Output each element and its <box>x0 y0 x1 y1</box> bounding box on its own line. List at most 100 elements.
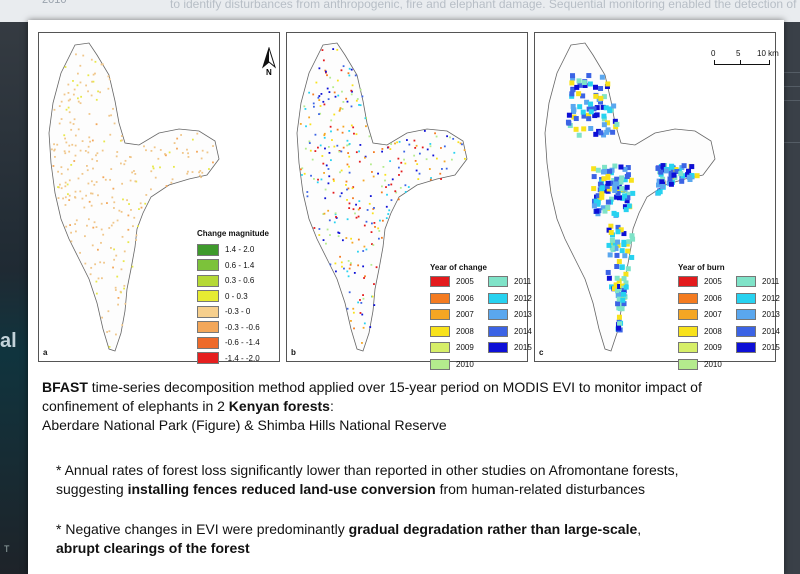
legend-label: 2006 <box>456 293 474 303</box>
legend-swatch <box>736 292 756 304</box>
legend-swatch <box>488 342 508 353</box>
legend-swatch <box>197 321 219 334</box>
legend-swatch <box>430 358 450 370</box>
legend-swatch <box>430 342 450 353</box>
bullet1-line2: suggesting <box>56 481 128 497</box>
legend-entry: 0.3 - 0.6 <box>197 273 269 289</box>
legend-label: 2010 <box>704 359 722 369</box>
legend-label: 2008 <box>704 326 722 336</box>
legend-label: 0.3 - 0.6 <box>225 276 255 286</box>
legend-swatch <box>678 292 698 304</box>
legend-entry: 2014 <box>488 325 546 337</box>
legend-swatch <box>678 342 698 353</box>
legend-entry: 1.4 - 2.0 <box>197 242 269 258</box>
legend-label: 1.4 - 2.0 <box>225 245 255 255</box>
lightbox-image[interactable]: N Change magnitude 1.4 - 2.0 0.6 - 1.4 0.3… <box>28 20 784 574</box>
bullet2-comma: , <box>637 521 642 537</box>
legend-label: 2007 <box>456 310 474 319</box>
legend-label: 2005 <box>704 277 722 286</box>
bullet1-line2-end: from human-related disturbances <box>435 481 646 497</box>
legend-label: -0.6 - -1.4 <box>225 338 260 348</box>
legend-entry: 2013 <box>736 309 794 320</box>
legend-entry: 0 - 0.3 <box>197 289 269 305</box>
legend-swatch <box>736 342 756 353</box>
legend-title: Change magnitude <box>197 229 270 238</box>
legend-swatch <box>678 309 698 320</box>
legend-label: 2010 <box>456 359 474 369</box>
legend-swatch <box>678 325 698 337</box>
legend-swatch <box>488 292 508 304</box>
legend-entry: 2010 <box>430 358 488 370</box>
bullet-forest-loss: * Annual rates of forest loss significan… <box>56 461 771 499</box>
legend-entry: 2007 <box>678 309 736 320</box>
legend-swatch <box>678 358 698 370</box>
caption-bfast: BFAST <box>42 379 88 395</box>
legend-entry: 2005 <box>430 276 488 287</box>
legend-entry: 2011 <box>488 276 546 287</box>
forest-outline-map-c <box>544 42 716 352</box>
year-of-change-legend: Year of change 2005 2011 2006 2012 2007 2013 2… <box>430 263 546 370</box>
bullet2-line2-bold: abrupt clearings of the forest <box>56 540 250 556</box>
legend-entry: 2010 <box>678 358 736 370</box>
legend-swatch <box>736 309 756 320</box>
legend-label: 2006 <box>704 293 722 303</box>
bullet1-line1: * Annual rates of forest loss significan… <box>56 462 679 478</box>
legend-label: 2008 <box>456 326 474 336</box>
legend-swatch <box>430 309 450 320</box>
legend-label: 2012 <box>514 293 532 303</box>
bullet2-bold: gradual degradation rather than large-sc… <box>348 521 638 537</box>
legend-entry: -1.4 - -2.0 <box>197 351 269 367</box>
legend-title: Year of burn <box>678 263 725 272</box>
legend-swatch <box>197 352 219 365</box>
legend-label: 2015 <box>514 343 532 352</box>
legend-entry: 2013 <box>488 309 546 320</box>
bullet1-bold: installing fences reduced land-use conve… <box>127 481 436 497</box>
legend-entry: -0.3 - 0 <box>197 304 269 320</box>
background-text-fragment: T <box>4 544 10 554</box>
scale-bar: 0 5 10 km <box>711 49 779 69</box>
legend-entry: 2014 <box>736 325 794 337</box>
legend-label: 2005 <box>456 277 474 286</box>
legend-label: 2014 <box>762 326 780 336</box>
legend-label: 2011 <box>514 277 532 286</box>
scale-tick-0: 0 <box>711 49 716 58</box>
background-year: 2010 <box>42 0 67 6</box>
change-magnitude-legend: Change magnitude 1.4 - 2.0 0.6 - 1.4 0.3 -… <box>197 229 269 366</box>
legend-label: 2009 <box>704 343 722 352</box>
legend-label: 2007 <box>704 310 722 319</box>
legend-label: -0.3 - -0.6 <box>225 322 260 332</box>
year-of-burn-legend: Year of burn 2005 2011 2006 2012 2007 2013 200… <box>678 263 794 370</box>
legend-entry: -0.6 - -1.4 <box>197 335 269 351</box>
bullet-negative-changes: * Negative changes in EVI were predomina… <box>56 520 771 558</box>
legend-entry: 2005 <box>678 276 736 287</box>
legend-entry: 2012 <box>488 292 546 304</box>
legend-entry: 2009 <box>430 342 488 353</box>
legend-label: 0 - 0.3 <box>225 291 248 301</box>
caption-colon: : <box>329 398 334 414</box>
legend-entry: 2009 <box>678 342 736 353</box>
legend-swatch <box>488 309 508 320</box>
legend-entry: 0.6 - 1.4 <box>197 258 269 274</box>
legend-title: Year of change <box>430 263 487 272</box>
legend-swatch <box>197 336 219 349</box>
map-panel-c: 0 5 10 km Year of burn 2005 2011 2006 2012 2… <box>534 32 780 370</box>
panel-label-b: b <box>291 348 296 357</box>
legend-label: 2015 <box>762 343 780 352</box>
legend-label: 2009 <box>456 343 474 352</box>
legend-label: 2012 <box>762 293 780 303</box>
legend-swatch <box>736 276 756 287</box>
legend-swatch <box>488 325 508 337</box>
background-heading-fragment: al <box>0 330 17 352</box>
legend-entry: 2007 <box>430 309 488 320</box>
legend-swatch <box>430 325 450 337</box>
legend-entry: 2006 <box>430 292 488 304</box>
map-panel-b: Year of change 2005 2011 2006 2012 2007 2013 2… <box>286 32 532 370</box>
legend-swatch <box>678 276 698 287</box>
legend-label: 2011 <box>762 277 780 286</box>
legend-entry: 2011 <box>736 276 794 287</box>
bullet2-line1: * Negative changes in EVI were predomina… <box>56 521 349 537</box>
panel-label-a: a <box>43 348 48 357</box>
background-right-strip <box>784 22 800 574</box>
legend-label: 2014 <box>514 326 532 336</box>
legend-label: -0.3 - 0 <box>225 307 251 317</box>
